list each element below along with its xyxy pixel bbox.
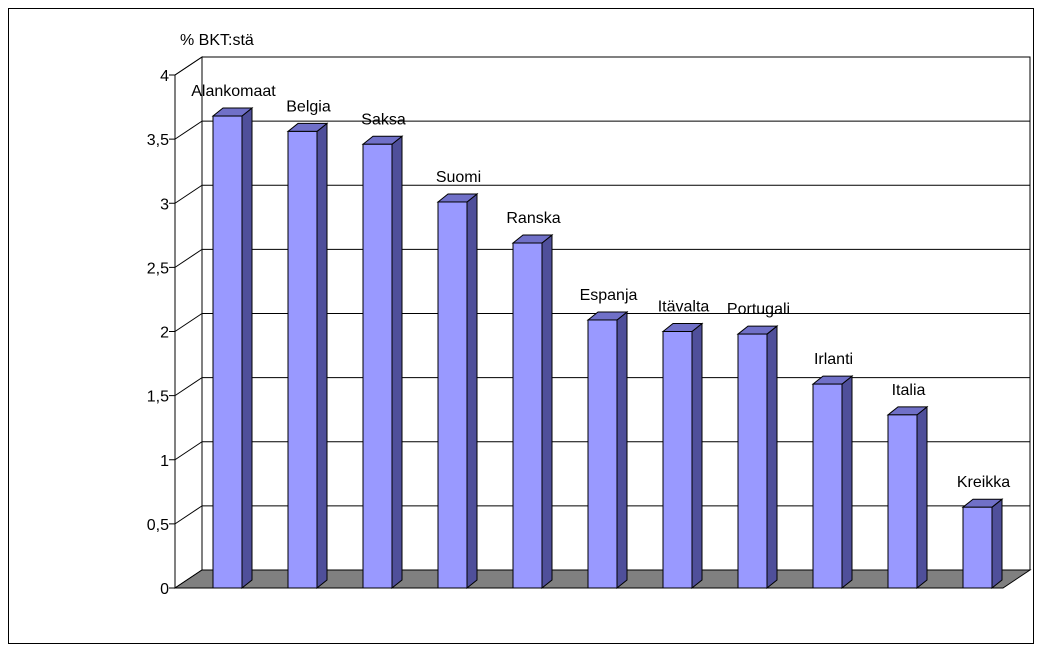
gridline-diagonal [174,505,203,525]
bar-portugali [736,325,779,590]
category-labels: Alankomaat Belgia Saksa Suomi Ranska Espanja I… [191,83,1010,491]
bar-label: Kreikka [957,474,1010,491]
bar [287,130,318,589]
bar-saksa [361,135,404,590]
gridline-diagonal [174,377,203,397]
bar-alankomaat [211,106,254,590]
bar-label: Portugali [727,301,790,318]
bar-italia [886,405,929,590]
bar-label: Irlanti [814,351,853,368]
gridline-diagonal [174,441,203,461]
gridline-diagonal [174,313,203,332]
y-tick-label: 4 [160,68,169,85]
bar-label: Suomi [436,169,481,186]
bar [212,115,243,589]
y-tick-label: 2,5 [147,260,169,277]
bar [362,143,393,589]
bar-label: Italia [892,382,926,399]
y-axis-title: % BKT:stä [180,32,254,49]
y-tick-label: 0,5 [147,517,169,534]
bar-espanja [586,310,629,590]
y-tick-label: 1 [160,453,169,470]
gridline-diagonal [174,120,203,140]
gridline-diagonal [174,184,203,204]
gridline-diagonal [174,56,203,76]
bar-ranska [511,233,554,590]
bar [662,331,693,589]
bar-label: Belgia [286,98,331,115]
bar [962,506,993,589]
bar-side [691,322,703,590]
y-tick-label: 0 [160,581,169,598]
bar-suomi [436,192,479,590]
bar-label: Alankomaat [191,83,276,100]
y-tick-label: 3 [160,196,169,213]
bar-belgia [286,122,329,590]
bar [512,242,543,589]
bar-side [991,498,1003,590]
y-tick-label: 3,5 [147,132,169,149]
bar [587,319,618,589]
bar-side [916,405,928,590]
bar-itävalta [661,322,704,590]
bar-kreikka [961,498,1004,590]
bar [737,333,768,589]
bar-side [316,122,328,590]
bar-side [391,135,403,590]
bar-label: Espanja [580,287,638,304]
bar-side [466,192,478,590]
y-tick-label: 2 [160,325,169,342]
bar-label: Saksa [361,111,406,128]
y-axis: 0 0,5 1 1,5 2 2,5 3 3,5 4 [147,68,176,598]
bar [887,414,918,589]
y-tick-label: 1,5 [147,389,169,406]
bar-side [541,233,553,590]
bars [211,106,1004,590]
bar-irlanti [811,375,854,590]
bar-side [241,106,253,590]
bar-side [616,310,628,590]
gridline-diagonal [174,248,203,268]
bar-label: Ranska [506,210,560,227]
bar [812,383,843,589]
bar-label: Itävalta [658,299,710,316]
bar-side [841,375,853,590]
bar [437,201,468,589]
bar-side [766,325,778,590]
